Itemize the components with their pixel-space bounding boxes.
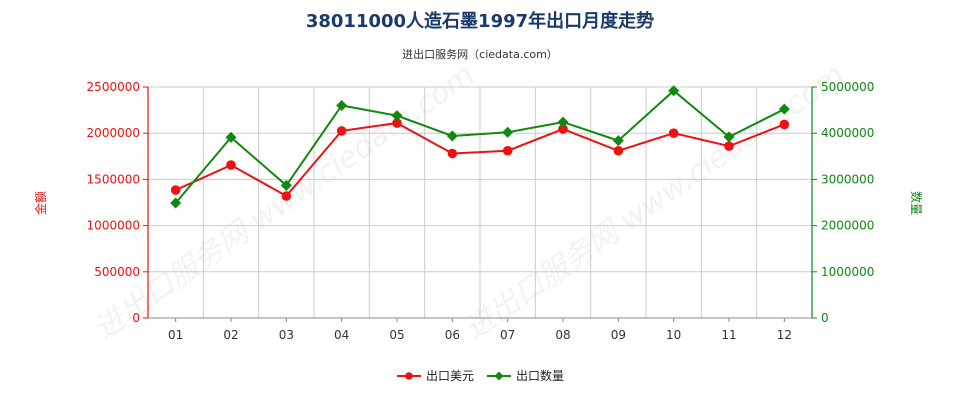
right-tick-label: 4000000 bbox=[821, 126, 874, 140]
data-point bbox=[778, 103, 790, 115]
watermark-text: 进出口服务网 www.ciedata.com bbox=[458, 57, 851, 347]
x-tick-label: 05 bbox=[389, 328, 404, 342]
data-point bbox=[392, 118, 402, 128]
x-tick-label: 01 bbox=[168, 328, 183, 342]
right-tick-label: 3000000 bbox=[821, 172, 874, 186]
x-tick-label: 11 bbox=[721, 328, 736, 342]
x-tick-label: 03 bbox=[279, 328, 294, 342]
legend-marker bbox=[494, 371, 504, 381]
series-1 bbox=[170, 118, 790, 201]
data-point bbox=[447, 148, 458, 159]
data-point bbox=[170, 197, 182, 209]
data-point bbox=[502, 145, 513, 156]
data-point bbox=[226, 160, 236, 170]
chart-subtitle: 进出口服务网（ciedata.com） bbox=[402, 47, 558, 61]
chart-title: 38011000人造石墨1997年出口月度走势 bbox=[306, 10, 654, 32]
right-axis-label: 数量 bbox=[909, 191, 924, 215]
x-tick-label: 06 bbox=[445, 328, 460, 342]
data-point bbox=[668, 85, 680, 97]
series-layer bbox=[170, 85, 790, 209]
series-2 bbox=[170, 85, 790, 209]
left-tick-label: 1000000 bbox=[87, 219, 140, 233]
data-point bbox=[668, 128, 679, 138]
right-axis-ticks: 0 1000000 2000000 3000000 4000000 5000000 bbox=[812, 80, 874, 325]
left-tick-label: 500000 bbox=[94, 265, 140, 279]
left-tick-label: 2000000 bbox=[87, 126, 140, 140]
data-point bbox=[446, 130, 458, 142]
x-tick-label: 02 bbox=[223, 328, 238, 342]
left-tick-label: 0 bbox=[132, 311, 140, 325]
legend-marker bbox=[405, 372, 413, 380]
axes bbox=[147, 87, 813, 319]
data-point bbox=[558, 124, 568, 134]
legend-item: 出口美元 bbox=[397, 369, 474, 383]
left-axis-ticks: 0 500000 1000000 1500000 2000000 2500000 bbox=[87, 80, 148, 325]
data-point bbox=[612, 135, 624, 147]
left-tick-label: 1500000 bbox=[87, 172, 140, 186]
x-tick-label: 09 bbox=[611, 328, 626, 342]
data-point bbox=[723, 131, 735, 143]
left-axis-label: 金额 bbox=[33, 191, 48, 215]
series-line bbox=[175, 121, 785, 198]
data-point bbox=[281, 191, 292, 201]
x-tick-label: 07 bbox=[500, 328, 515, 342]
x-tick-label: 08 bbox=[555, 328, 570, 342]
data-point bbox=[280, 179, 292, 191]
x-axis-ticks: 01 02 03 04 05 06 07 08 09 10 11 12 bbox=[168, 318, 792, 342]
data-point bbox=[779, 119, 790, 130]
right-tick-label: 1000000 bbox=[821, 265, 874, 279]
right-tick-label: 5000000 bbox=[821, 80, 874, 94]
legend-item: 出口数量 bbox=[487, 368, 564, 383]
right-tick-label: 2000000 bbox=[821, 219, 874, 233]
x-tick-label: 10 bbox=[666, 328, 681, 342]
data-point bbox=[336, 126, 347, 136]
data-point bbox=[502, 126, 514, 138]
legend-label: 出口数量 bbox=[516, 368, 564, 383]
left-tick-label: 2500000 bbox=[87, 80, 140, 94]
x-tick-label: 12 bbox=[777, 328, 792, 342]
grid-lines bbox=[147, 86, 813, 318]
data-point bbox=[724, 141, 734, 151]
data-point bbox=[225, 131, 237, 143]
data-point bbox=[613, 145, 624, 156]
data-point bbox=[391, 110, 403, 122]
x-tick-label: 04 bbox=[334, 328, 349, 342]
data-point bbox=[170, 185, 181, 195]
watermark-text: 进出口服务网 www.ciedata.com bbox=[88, 57, 481, 347]
data-point bbox=[557, 116, 569, 128]
series-line bbox=[174, 89, 785, 204]
data-point bbox=[336, 99, 348, 111]
legend: 出口美元 出口数量 bbox=[397, 368, 564, 383]
right-tick-label: 0 bbox=[821, 311, 829, 325]
legend-label: 出口美元 bbox=[426, 369, 474, 383]
